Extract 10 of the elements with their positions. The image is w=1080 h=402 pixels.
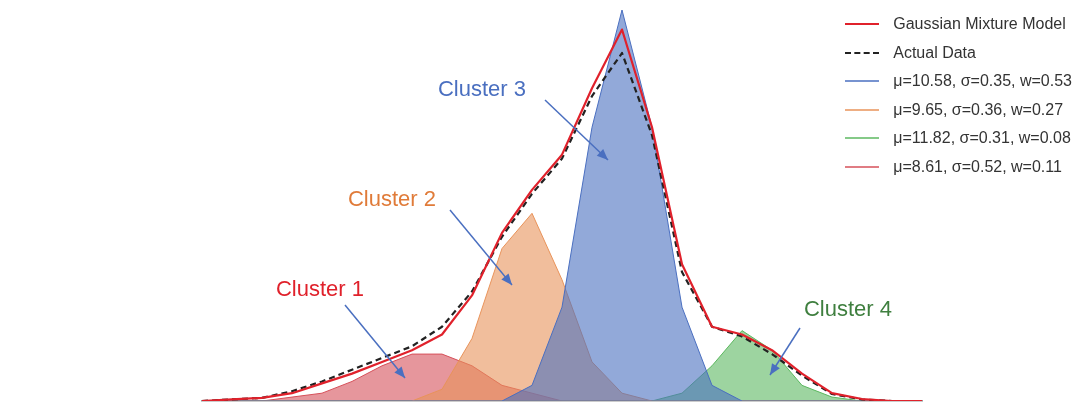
annotation: Cluster 4	[803, 296, 893, 322]
legend-label: μ=8.61, σ=0.52, w=0.11	[893, 157, 1062, 176]
legend-label: Actual Data	[893, 43, 976, 62]
annotation: Cluster 1	[275, 276, 365, 302]
annotation: Cluster 3	[437, 76, 527, 102]
legend-label: μ=10.58, σ=0.35, w=0.53	[893, 72, 1072, 91]
legend-label: Gaussian Mixture Model	[893, 15, 1066, 34]
legend-label: μ=11.82, σ=0.31, w=0.08	[893, 129, 1071, 148]
legend-label: μ=9.65, σ=0.36, w=0.27	[893, 100, 1064, 119]
annotation: Cluster 2	[347, 186, 437, 212]
